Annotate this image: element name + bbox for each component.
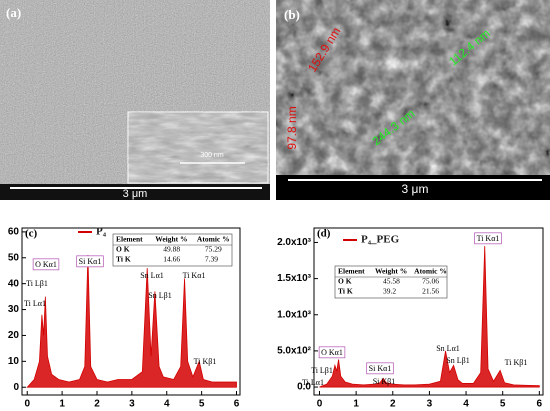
x-tick-label: 2 (94, 399, 100, 410)
spectrum (319, 246, 540, 388)
x-tick-label: 4 (463, 399, 469, 410)
table-cell: 39.2 (383, 287, 396, 296)
x-tick-label: 5 (500, 399, 506, 410)
x-tick-label: 5 (199, 399, 205, 410)
x-tick-label: 4 (164, 399, 170, 410)
peak-label-box (318, 346, 346, 359)
y-tick-label: 60 (8, 227, 20, 238)
peak-label-box (366, 362, 394, 375)
legend-label: P₄_PEG (361, 234, 400, 246)
peak-label: Ti Lβ1 (311, 366, 333, 375)
table-header: Atomic % (197, 235, 230, 244)
table-cell: Ti K (338, 287, 353, 296)
sem-texture (276, 0, 550, 200)
peak-label: Sn Lα1 (436, 344, 460, 353)
table-cell: Ti K (116, 255, 131, 264)
y-tick-label: 20 (8, 330, 20, 341)
inset-scale-label: 300 nm (200, 152, 224, 159)
peak-label: Ti Kβ1 (505, 358, 528, 367)
y-tick-label: 0.0 (297, 382, 311, 393)
y-tick-label: 5.0x10² (277, 346, 312, 357)
table-cell: 45.58 (383, 277, 400, 286)
peak-label-box (32, 258, 60, 271)
data-table (334, 265, 448, 299)
x-tick-label: 3 (427, 399, 433, 410)
table-cell: 21.56 (422, 287, 439, 296)
spectrum (26, 255, 237, 388)
table-cell: 7.39 (205, 255, 218, 264)
y-tick-label: 0 (13, 382, 19, 393)
peak-label: Si Kβ1 (373, 377, 396, 386)
peak-label: Sn Lα1 (140, 271, 164, 280)
scale-label: 3 μm (123, 188, 148, 200)
peak-label: Si Kα1 (79, 257, 102, 266)
panel-b: 3 μm (b) 152.9 nm 112.4 nm 244.3 nm 97.8… (276, 0, 550, 200)
panel-label: (d) (317, 228, 331, 240)
panel-label: (c) (25, 228, 38, 240)
peak-label: Sn Lβ1 (148, 291, 171, 300)
measurement: 97.8 nm (285, 106, 299, 149)
peak-label-box (76, 255, 104, 268)
peak-label: Si Kα1 (369, 364, 392, 373)
table-cell: O K (116, 245, 130, 254)
y-tick-label: 1.5x10³ (277, 273, 312, 284)
x-tick-label: 0 (24, 399, 30, 410)
peak-label: Ti Kα1 (477, 234, 500, 243)
table-header: Weight % (375, 267, 407, 276)
y-tick-label: 2.0x10³ (277, 237, 312, 248)
peak-label: Sn Lβ1 (446, 356, 469, 365)
y-tick-label: 50 (8, 252, 20, 263)
peak-label: Ti Lα1 (24, 299, 46, 308)
peak-label: Ti Lβ1 (26, 279, 48, 288)
table-header: Weight % (155, 235, 187, 244)
table-cell: 75.06 (422, 277, 439, 286)
y-tick-label: 1.0x10³ (277, 309, 312, 320)
panel-label: (b) (284, 7, 300, 22)
plot-frame (313, 227, 544, 396)
peak-label: Ti Kα1 (183, 271, 206, 280)
peak-label-box (474, 232, 502, 245)
x-tick-label: 3 (129, 399, 135, 410)
peak-label: Ti Kβ1 (194, 357, 217, 366)
x-tick-label: 0 (317, 399, 323, 410)
inset-texture (128, 112, 268, 183)
panel-a: 300 nm 3 μm (a) (0, 0, 270, 200)
x-tick-label: 2 (390, 399, 396, 410)
peak-label: O Kα1 (321, 348, 343, 357)
peak-label: Ti Lα1 (302, 378, 324, 387)
table-cell: 75.29 (205, 245, 222, 254)
table-cell: 14.66 (163, 255, 180, 264)
table-cell: 49.88 (163, 245, 180, 254)
y-tick-label: 30 (8, 304, 20, 315)
panel-label: (a) (6, 5, 21, 20)
y-tick-label: 40 (8, 278, 20, 289)
table-header: Atomic % (414, 267, 447, 276)
plot-frame (21, 227, 241, 396)
legend-label: P₄ (96, 226, 107, 238)
table-header: Element (338, 267, 365, 276)
x-tick-label: 1 (353, 399, 359, 410)
y-tick-label: 10 (8, 356, 20, 367)
peak-label: O Kα1 (35, 260, 57, 269)
x-tick-label: 6 (537, 399, 543, 410)
x-tick-label: 1 (59, 399, 65, 410)
scale-label: 3 μm (402, 182, 429, 196)
data-table (112, 233, 233, 267)
table-cell: O K (338, 277, 352, 286)
x-tick-label: 6 (234, 399, 240, 410)
table-header: Element (116, 235, 143, 244)
